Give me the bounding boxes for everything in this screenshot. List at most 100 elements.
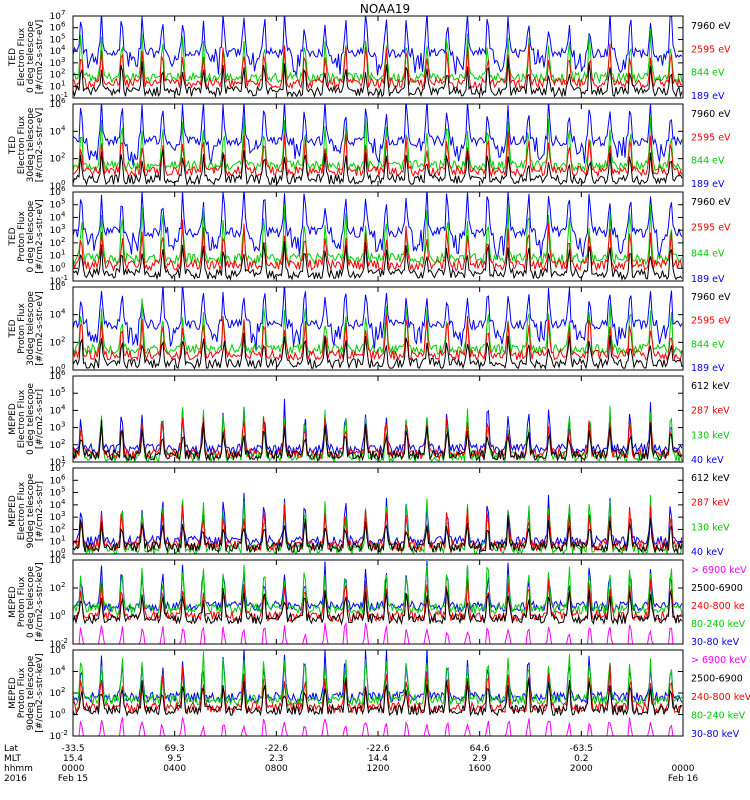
legend-entry: 2595 eV	[691, 223, 731, 234]
trace-ff0000	[73, 131, 683, 178]
x-row-label: MLT	[4, 754, 22, 764]
legend-entry: 844 eV	[691, 156, 725, 167]
x-tick-hhmm: 2000	[570, 764, 593, 774]
y-tick-label: 10	[50, 24, 62, 34]
legend-entry: > 6900 keV	[691, 655, 747, 666]
trace-00cc00	[73, 651, 683, 707]
trace-0000ff	[73, 104, 683, 166]
x-tick-hhmm: 0400	[163, 764, 186, 774]
y-tick-exponent: 4	[61, 308, 66, 316]
y-tick-exponent: 6	[61, 473, 66, 481]
y-axis-label: TED	[8, 48, 18, 67]
x-tick-lat: -33.5	[61, 744, 84, 754]
x-tick-mlt: 2.3	[269, 754, 283, 764]
legend-entry: 30-80 keV	[691, 637, 740, 648]
panel-3-traces	[73, 192, 683, 281]
y-tick-label: 10	[50, 239, 62, 249]
y-axis-label: Proton Flux	[17, 303, 27, 354]
y-tick-label: 10	[50, 501, 62, 511]
y-tick-exponent: 0	[61, 179, 65, 187]
y-axis-label: TED	[8, 136, 18, 155]
legend-entry: 7960 eV	[691, 292, 731, 303]
y-axis-label: MEPED	[8, 495, 18, 527]
trace-ff0000	[73, 43, 683, 90]
y-tick-label: 10	[50, 646, 62, 656]
y-axis-label: 30deg telescope	[26, 107, 36, 182]
x-tick-date: Feb 16	[668, 774, 699, 784]
y-tick-exponent: 3	[61, 510, 65, 518]
y-tick-exponent: -1	[61, 91, 68, 99]
legend-entry: 844 eV	[691, 68, 725, 79]
trace-ff0000	[73, 578, 683, 623]
y-tick-label: 10	[50, 366, 62, 376]
y-tick-label: 10	[50, 201, 62, 211]
y-tick-label: 10	[50, 100, 62, 110]
y-axis-label: [#/cm2-s-str-keV]	[35, 562, 45, 641]
legend-entry: 7960 eV	[691, 21, 731, 32]
legend-entry: 80-240 keV	[691, 619, 746, 630]
y-tick-label: 10	[50, 711, 62, 721]
y-axis-label: Proton Flux	[17, 576, 27, 627]
y-axis-label: 0 deg telescope	[26, 200, 36, 272]
y-tick-exponent: -2	[61, 729, 68, 737]
y-axis-label: [#/cm2-s-str-eV]	[35, 20, 45, 95]
y-axis-label: 0 deg telescope	[26, 566, 36, 638]
x-tick-hhmm: 0800	[265, 764, 288, 774]
y-tick-label: 10	[50, 226, 62, 236]
y-tick-label: 10	[50, 213, 62, 223]
trace-000000	[73, 587, 683, 626]
y-axis-label: TED	[8, 227, 18, 246]
y-tick-label: 10	[50, 458, 62, 468]
y-tick-label: 10	[50, 127, 62, 137]
y-tick-exponent: 2	[61, 152, 65, 160]
y-tick-exponent: 7	[61, 461, 65, 469]
y-tick-label: 10	[50, 464, 62, 474]
y-tick-exponent: 6	[61, 21, 66, 29]
x-tick-hhmm: 1200	[367, 764, 390, 774]
legend-entry: > 6900 keV	[691, 565, 747, 576]
y-tick-label: 10	[50, 182, 62, 192]
y-tick-label: 10	[50, 188, 62, 198]
y-axis-label: [#/cm2-s-str-eV]	[35, 108, 45, 183]
legend-entry: 2595 eV	[691, 44, 731, 55]
panel-6-traces	[73, 492, 683, 554]
y-axis-label: MEPED	[8, 677, 18, 709]
y-tick-label: 10	[50, 264, 62, 274]
y-tick-exponent: 2	[61, 438, 65, 446]
x-row-label: hhmm	[4, 764, 33, 774]
x-tick-hhmm: 0000	[62, 764, 85, 774]
y-axis-label: [#/cm2-s-str]	[35, 389, 45, 449]
legend-entry: 287 keV	[691, 498, 730, 509]
y-tick-label: 10	[50, 525, 62, 535]
y-axis-label: 0 deg telescope	[26, 21, 36, 93]
trace-000000	[73, 419, 683, 462]
y-tick-label: 10	[50, 35, 62, 45]
trace-ff0000	[73, 504, 683, 553]
y-tick-exponent: 7	[61, 9, 65, 17]
x-tick-hhmm: 0000	[672, 764, 695, 774]
y-tick-exponent: 3	[61, 56, 65, 64]
trace-00cc00	[73, 564, 683, 616]
panel-5-traces	[73, 398, 683, 462]
x-tick-lat: -63.5	[570, 744, 593, 754]
legend-entry: 844 eV	[691, 339, 725, 350]
trace-000000	[73, 677, 683, 717]
y-tick-exponent: 4	[61, 498, 66, 506]
y-axis-label: 0 deg telescope	[26, 383, 36, 455]
legend-entry: 240-800 keV	[691, 692, 750, 703]
y-axis-label: [#/cm2-s-str-eV]	[35, 199, 45, 274]
legend-entry: 2500-6900	[691, 674, 743, 685]
x-tick-date: Feb 15	[58, 774, 88, 784]
trace-00cc00	[73, 298, 683, 357]
y-tick-exponent: 1	[61, 535, 65, 543]
trace-000000	[73, 333, 683, 370]
y-tick-label: 10	[50, 94, 62, 104]
chart-title: NOAA19	[360, 2, 410, 16]
y-tick-label: 10	[50, 489, 62, 499]
trace-000000	[73, 515, 683, 554]
